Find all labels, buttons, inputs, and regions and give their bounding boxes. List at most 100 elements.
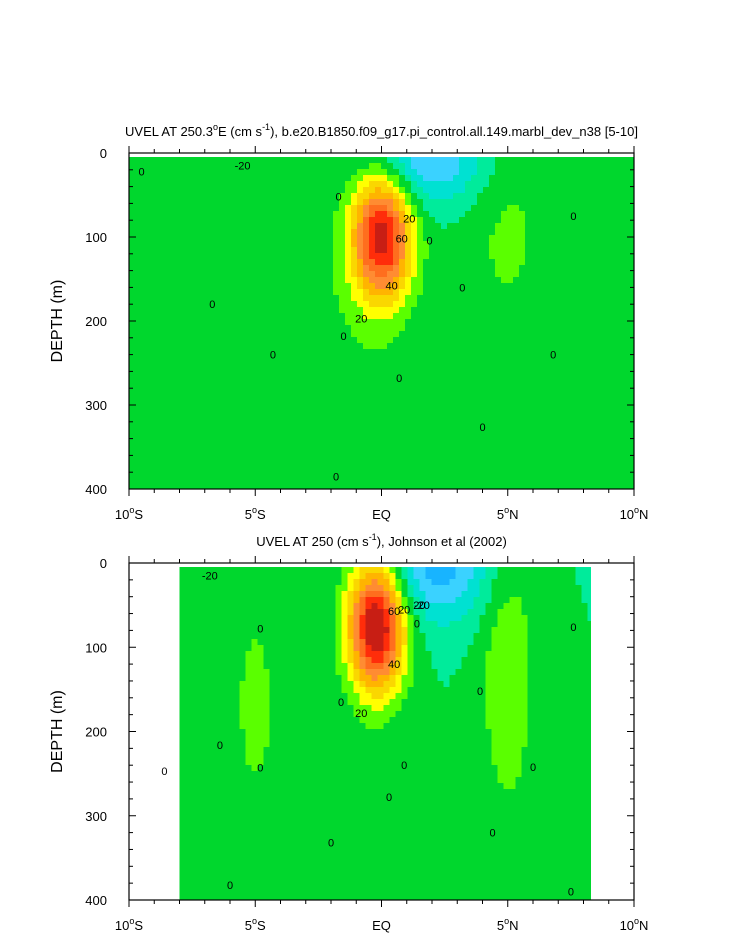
contour-cell bbox=[453, 205, 460, 212]
contour-cell bbox=[309, 487, 316, 489]
contour-cell bbox=[345, 331, 352, 338]
contour-cell bbox=[153, 487, 160, 489]
contour-cell bbox=[471, 409, 478, 416]
contour-cell bbox=[525, 247, 532, 254]
contour-cell bbox=[129, 349, 136, 356]
contour-cell bbox=[609, 199, 616, 206]
contour-cell bbox=[567, 223, 574, 230]
contour-cell bbox=[447, 319, 454, 326]
contour-cell bbox=[441, 295, 448, 302]
contour-cell bbox=[561, 361, 568, 368]
contour-cell bbox=[555, 199, 562, 206]
contour-cell bbox=[237, 403, 244, 410]
contour-cell bbox=[549, 475, 556, 482]
contour-cell bbox=[255, 451, 262, 458]
contour-cell bbox=[405, 205, 412, 212]
contour-cell bbox=[591, 229, 598, 236]
contour-cell bbox=[549, 211, 556, 218]
contour-cell bbox=[537, 469, 544, 476]
contour-cell bbox=[461, 573, 469, 580]
contour-cell bbox=[351, 259, 358, 266]
contour-cell bbox=[561, 307, 568, 314]
contour-cell bbox=[579, 475, 586, 482]
contour-cell bbox=[557, 567, 565, 574]
contour-cell bbox=[597, 253, 604, 260]
contour-cell bbox=[189, 229, 196, 236]
contour-cell bbox=[225, 439, 232, 446]
contour-cell bbox=[375, 445, 382, 452]
contour-cell bbox=[471, 301, 478, 308]
contour-cell bbox=[195, 199, 202, 206]
contour-cell bbox=[207, 421, 214, 428]
contour-cell bbox=[333, 457, 340, 464]
contour-cell bbox=[189, 439, 196, 446]
contour-cell bbox=[411, 211, 418, 218]
contour-cell bbox=[327, 289, 334, 296]
contour-cell bbox=[351, 397, 358, 404]
contour-cell bbox=[183, 205, 190, 212]
contour-cell bbox=[195, 391, 202, 398]
contour-cell bbox=[327, 487, 334, 489]
contour-cell bbox=[495, 175, 502, 182]
contour-cell bbox=[585, 445, 592, 452]
contour-cell bbox=[417, 481, 424, 488]
contour-cell bbox=[201, 247, 208, 254]
contour-cell bbox=[261, 439, 268, 446]
contour-cell bbox=[195, 385, 202, 392]
contour-cell bbox=[447, 289, 454, 296]
contour-cell bbox=[267, 487, 274, 489]
contour-cell bbox=[465, 445, 472, 452]
contour-cell bbox=[321, 193, 328, 200]
contour-cell bbox=[369, 385, 376, 392]
contour-cell bbox=[267, 283, 274, 290]
contour-cell bbox=[453, 163, 460, 170]
contour-cell bbox=[273, 211, 280, 218]
contour-cell bbox=[381, 205, 388, 212]
contour-cell bbox=[285, 475, 292, 482]
contour-cell bbox=[207, 199, 214, 206]
contour-cell bbox=[549, 349, 556, 356]
contour-cell bbox=[567, 481, 574, 488]
contour-cell bbox=[339, 223, 346, 230]
contour-cell bbox=[135, 451, 142, 458]
contour-cell bbox=[381, 349, 388, 356]
contour-cell bbox=[153, 265, 160, 272]
contour-cell bbox=[189, 289, 196, 296]
contour-cell bbox=[195, 367, 202, 374]
contour-cell bbox=[267, 391, 274, 398]
contour-cell bbox=[489, 481, 496, 488]
contour-cell bbox=[375, 451, 382, 458]
contour-cell bbox=[321, 445, 328, 452]
contour-cell bbox=[597, 385, 604, 392]
contour-cell bbox=[477, 415, 484, 422]
contour-cell bbox=[309, 223, 316, 230]
contour-cell bbox=[291, 337, 298, 344]
contour-cell bbox=[147, 421, 154, 428]
contour-cell bbox=[303, 217, 310, 224]
contour-cell bbox=[489, 373, 496, 380]
contour-cell bbox=[417, 373, 424, 380]
contour-cell bbox=[345, 397, 352, 404]
contour-cell bbox=[495, 415, 502, 422]
contour-cell bbox=[267, 223, 274, 230]
contour-cell bbox=[255, 205, 262, 212]
contour-cell bbox=[339, 169, 346, 176]
contour-cell bbox=[369, 433, 376, 440]
contour-cell bbox=[555, 355, 562, 362]
contour-cell bbox=[339, 193, 346, 200]
contour-cell bbox=[189, 271, 196, 278]
contour-cell bbox=[489, 463, 496, 470]
contour-cell bbox=[579, 205, 586, 212]
contour-cell bbox=[267, 211, 274, 218]
contour-cell bbox=[297, 193, 304, 200]
contour-cell bbox=[477, 205, 484, 212]
contour-cell bbox=[273, 331, 280, 338]
contour-cell bbox=[141, 379, 148, 386]
contour-cell bbox=[369, 403, 376, 410]
contour-cell bbox=[507, 271, 514, 278]
contour-cell bbox=[525, 229, 532, 236]
contour-cell bbox=[609, 487, 616, 489]
contour-cell bbox=[513, 241, 520, 248]
contour-cell bbox=[597, 271, 604, 278]
contour-cell bbox=[435, 415, 442, 422]
